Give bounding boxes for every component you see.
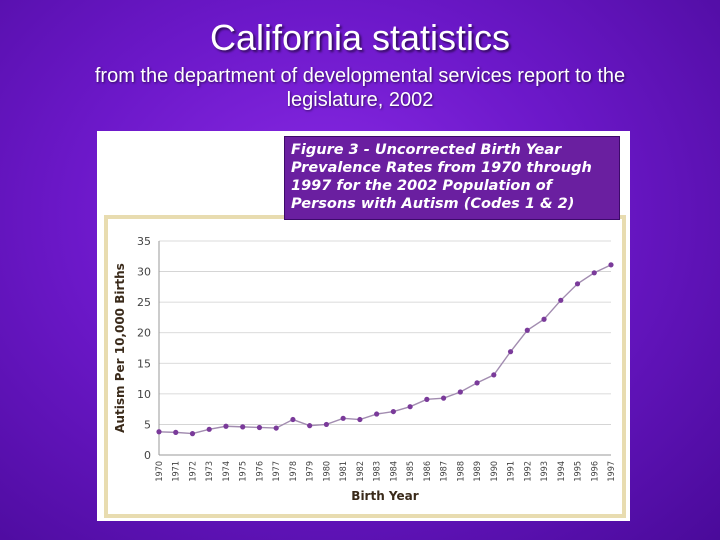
x-tick-label: 1994 xyxy=(557,461,567,482)
chart-panel: 0 5 10 15 20 25 30 35 1970 1971 1972 1973 1974 1975 19… xyxy=(97,131,630,521)
y-tick-label: 25 xyxy=(137,296,151,309)
x-tick-label: 1977 xyxy=(272,461,282,482)
data-point xyxy=(457,389,463,395)
y-tick-label: 20 xyxy=(137,327,151,340)
data-point xyxy=(340,415,346,421)
x-tick-label: 1984 xyxy=(389,461,399,482)
x-axis-title: Birth Year xyxy=(351,489,418,503)
x-tick-label: 1980 xyxy=(322,461,332,482)
data-point xyxy=(390,408,396,415)
data-point xyxy=(323,421,330,428)
data-point xyxy=(189,431,196,437)
data-point xyxy=(357,416,363,423)
data-point xyxy=(524,327,530,333)
y-tick-label: 15 xyxy=(137,357,151,370)
line-chart: 0 5 10 15 20 25 30 35 1970 1971 1972 1973 1974 1975 19… xyxy=(104,215,626,518)
x-tick-label: 1981 xyxy=(339,461,349,482)
x-tick-label: 1976 xyxy=(255,461,265,482)
data-point xyxy=(290,416,296,423)
data-point xyxy=(474,380,480,386)
x-tick-label: 1996 xyxy=(590,461,600,482)
x-tick-label: 1993 xyxy=(540,461,550,482)
data-point xyxy=(223,423,229,429)
x-tick-label: 1985 xyxy=(406,461,416,482)
x-tick-label: 1978 xyxy=(289,461,299,482)
data-point xyxy=(608,262,614,268)
x-tick-label: 1970 xyxy=(155,461,165,482)
data-point xyxy=(558,297,564,303)
y-tick-label: 30 xyxy=(137,266,151,279)
x-tick-label: 1971 xyxy=(172,461,182,482)
x-tick-label: 1997 xyxy=(607,461,617,482)
data-point xyxy=(491,372,497,378)
data-point xyxy=(374,411,380,417)
data-point xyxy=(507,349,514,355)
x-tick-label: 1988 xyxy=(456,461,466,482)
data-point xyxy=(541,316,547,322)
x-tick-label: 1983 xyxy=(373,461,383,482)
x-tick-label: 1982 xyxy=(356,461,366,482)
chart-frame xyxy=(104,215,626,518)
y-tick-label: 10 xyxy=(137,388,151,401)
figure-caption: Figure 3 - Uncorrected Birth Year Preval… xyxy=(284,136,620,220)
x-tick-label: 1990 xyxy=(490,461,500,482)
x-tick-label: 1986 xyxy=(423,461,433,482)
y-tick-label: 5 xyxy=(144,418,151,431)
data-point xyxy=(591,270,597,276)
slide-subtitle: from the department of developmental ser… xyxy=(94,65,626,111)
y-tick-label: 0 xyxy=(144,449,151,462)
data-point xyxy=(173,429,179,435)
data-point xyxy=(407,404,413,410)
data-point xyxy=(256,424,263,431)
y-tick-label: 35 xyxy=(137,235,151,248)
x-tick-label: 1992 xyxy=(523,461,533,482)
x-tick-label: 1987 xyxy=(440,461,450,482)
data-point xyxy=(440,395,447,401)
x-tick-label: 1973 xyxy=(205,461,215,482)
x-tick-label: 1995 xyxy=(574,461,584,482)
data-point xyxy=(206,426,212,432)
x-tick-label: 1975 xyxy=(239,461,249,482)
data-point xyxy=(307,423,313,429)
data-point xyxy=(574,281,581,287)
x-tick-label: 1972 xyxy=(188,461,198,482)
series-line xyxy=(158,264,612,435)
data-point xyxy=(424,396,430,402)
x-tick-label: 1989 xyxy=(473,461,483,482)
x-tick-label: 1991 xyxy=(507,461,517,482)
data-point xyxy=(240,424,246,430)
y-axis-title: Autism Per 10,000 Births xyxy=(113,263,127,433)
x-tick-label: 1974 xyxy=(222,461,232,482)
x-tick-label: 1979 xyxy=(306,461,316,482)
data-point xyxy=(273,425,279,431)
data-point xyxy=(156,429,162,435)
slide-title: California statistics xyxy=(209,17,511,58)
